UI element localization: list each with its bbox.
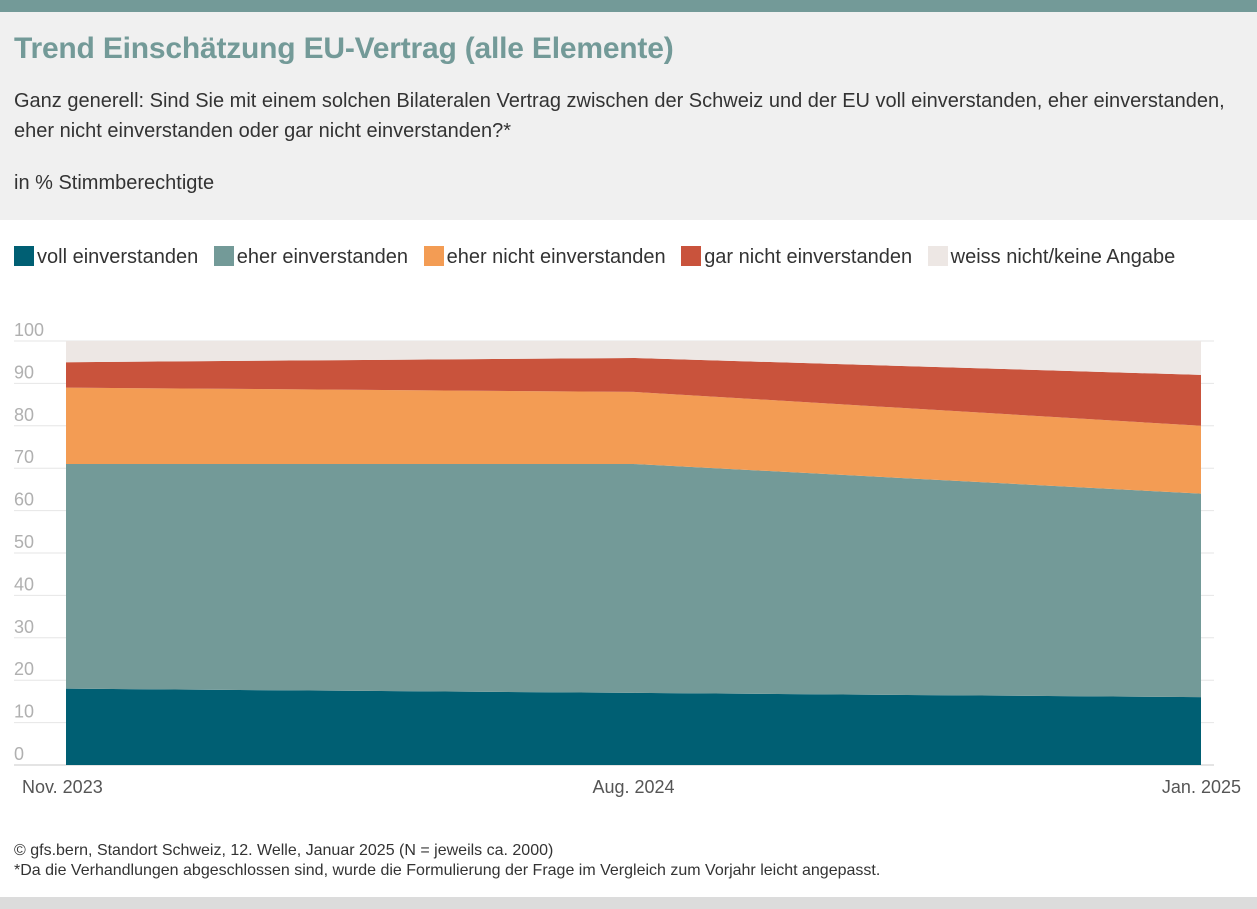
x-tick-label: Aug. 2024 [592, 777, 674, 797]
chart-header: Trend Einschätzung EU-Vertrag (alle Elem… [0, 12, 1257, 220]
y-tick-label: 30 [14, 617, 34, 637]
top-accent-bar [0, 0, 1257, 12]
chart-legend: voll einverstanden eher einverstanden eh… [14, 242, 1224, 272]
legend-label-gar-nicht: gar nicht einverstanden [704, 246, 913, 268]
y-tick-label: 50 [14, 532, 34, 552]
legend-item-gar-nicht: gar nicht einverstanden [681, 246, 912, 268]
legend-swatch-eher-nicht [423, 246, 444, 266]
question-footnote: *Da die Verhandlungen abgeschlossen sind… [14, 862, 881, 879]
legend-item-eher: eher einverstanden [213, 246, 409, 268]
legend-swatch-eher [213, 246, 234, 266]
area-chart: 0 10 20 30 40 50 60 70 80 90 100 Nov. 2023 Aug. 202… [14, 320, 1241, 797]
y-tick-label: 0 [14, 744, 24, 764]
bottom-bar [0, 897, 1257, 909]
x-tick-label: Jan. 2025 [1162, 777, 1241, 797]
y-tick-label: 40 [14, 574, 34, 594]
y-tick-label: 90 [14, 362, 34, 382]
chart-subtitle: Ganz generell: Sind Sie mit einem solche… [14, 90, 1225, 142]
x-axis: Nov. 2023 Aug. 2024 Jan. 2025 [22, 777, 1241, 797]
y-tick-label: 20 [14, 659, 34, 679]
area-eher [66, 463, 1201, 698]
legend-item-eher-nicht: eher nicht einverstanden [423, 246, 666, 268]
legend-swatch-weiss-nicht [927, 246, 948, 266]
y-tick-label: 70 [14, 447, 34, 467]
legend-label-eher: eher einverstanden [236, 246, 409, 268]
y-tick-label: 100 [14, 320, 44, 340]
y-tick-label: 60 [14, 490, 34, 510]
y-tick-label: 10 [14, 702, 34, 722]
chart-unit: in % Stimmberechtigte [14, 172, 215, 194]
legend-swatch-gar-nicht [681, 246, 702, 266]
legend-label-eher-nicht: eher nicht einverstanden [446, 246, 666, 268]
chart-title: Trend Einschätzung EU-Vertrag (alle Elem… [14, 32, 674, 65]
legend-item-voll: voll einverstanden [14, 246, 198, 268]
legend-label-voll: voll einverstanden [37, 246, 199, 268]
y-tick-label: 80 [14, 405, 34, 425]
y-axis: 0 10 20 30 40 50 60 70 80 90 100 [14, 320, 44, 764]
source-note: © gfs.bern, Standort Schweiz, 12. Welle,… [14, 842, 554, 859]
legend-label-weiss-nicht: weiss nicht/keine Angabe [950, 246, 1176, 268]
chart-footer: © gfs.bern, Standort Schweiz, 12. Welle,… [14, 841, 1244, 881]
chart-areas [66, 341, 1201, 765]
x-tick-label: Nov. 2023 [22, 777, 103, 797]
area-voll [66, 688, 1201, 765]
legend-item-weiss-nicht: weiss nicht/keine Angabe [927, 246, 1176, 268]
legend-swatch-voll [14, 246, 34, 266]
area-eher-nicht [66, 387, 1201, 494]
